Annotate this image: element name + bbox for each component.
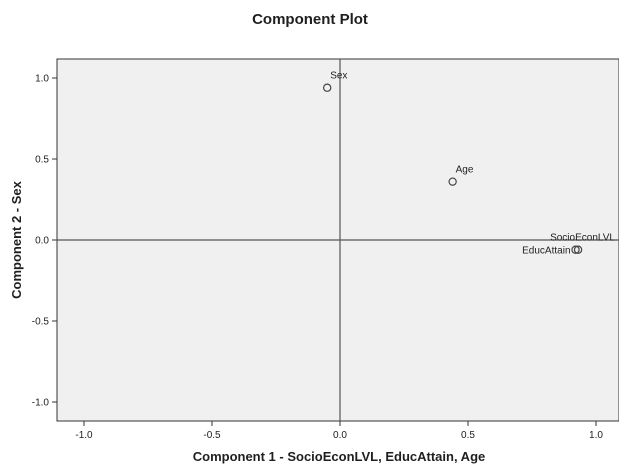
- x-tick-label: -1.0: [75, 430, 93, 441]
- reference-lines: [57, 59, 619, 421]
- y-tick-label: -0.5: [32, 317, 50, 328]
- point-label-sex: Sex: [330, 71, 347, 82]
- y-axis-title: Component 2 - Sex: [9, 180, 24, 299]
- y-axis: 1.0 0.5 0.0 -0.5 -1.0: [32, 74, 57, 409]
- point-label-age: Age: [456, 165, 474, 176]
- x-tick-label: 0.0: [333, 430, 347, 441]
- x-axis-title: Component 1 - SocioEconLVL, EducAttain, …: [193, 449, 486, 464]
- point-educattain: [571, 245, 580, 254]
- point-sex: [323, 83, 332, 92]
- point-label-socioeconlvl: SocioEconLVL: [550, 233, 615, 244]
- x-axis: -1.0 -0.5 0.0 0.5 1.0: [75, 421, 603, 441]
- point-socioeconlvl: [573, 245, 583, 254]
- x-tick-label: 0.5: [461, 430, 475, 441]
- y-tick-label: 0.0: [35, 236, 49, 247]
- x-tick-label: 1.0: [589, 430, 603, 441]
- y-tick-label: 1.0: [35, 74, 49, 85]
- x-tick-label: -0.5: [203, 430, 221, 441]
- chart-title: Component Plot: [252, 11, 368, 28]
- data-points: Sex Age SocioEconLVL EducAttain: [323, 71, 615, 257]
- y-tick-label: -1.0: [32, 398, 50, 409]
- y-tick-label: 0.5: [35, 155, 49, 166]
- point-label-educattain: EducAttain: [522, 246, 570, 257]
- point-age: [448, 177, 457, 186]
